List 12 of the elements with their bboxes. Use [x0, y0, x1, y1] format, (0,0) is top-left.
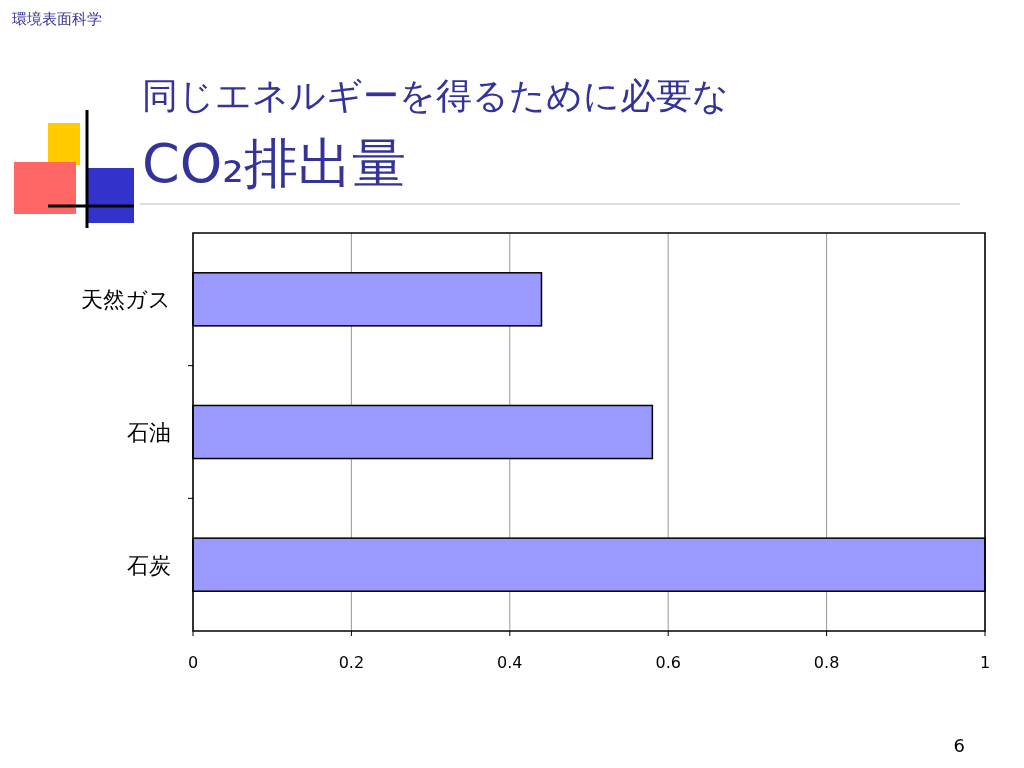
x-tick-label: 0.8 — [813, 653, 840, 672]
text: 6 — [953, 735, 965, 756]
y-tick-label: 石炭 — [127, 552, 171, 578]
x-tick-label: 1 — [979, 653, 991, 672]
x-tick-label: 0.2 — [338, 653, 365, 672]
x-tick-label: 0 — [187, 653, 199, 672]
x-tick-label: 0.6 — [655, 653, 681, 672]
chart-title: 同じエネルギーを得るために必要な CO₂排出量 — [142, 75, 729, 195]
text: 環境表面科学 — [12, 10, 102, 28]
y-tick-label: 天然ガス — [81, 287, 171, 313]
x-tick-label: 0.4 — [497, 653, 523, 672]
y-tick-label: 石油 — [127, 420, 171, 445]
